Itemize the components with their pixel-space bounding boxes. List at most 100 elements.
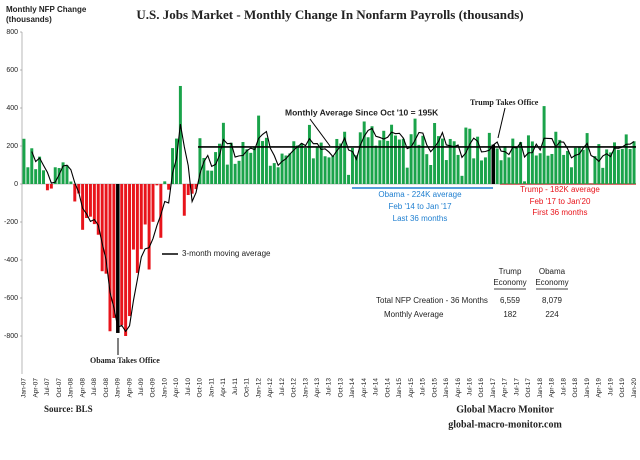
x-tick-label: Oct-09 <box>150 378 157 398</box>
x-tick-label: Apr-15 <box>408 378 415 398</box>
x-tick-label: Jan-10 <box>161 378 168 398</box>
bar <box>374 145 378 184</box>
bar <box>292 141 296 184</box>
x-tick-label: Apr-14 <box>361 378 368 398</box>
bar <box>550 153 554 184</box>
bar <box>405 167 409 184</box>
bar <box>245 149 249 184</box>
x-tick-label: Jan-20 <box>631 378 638 398</box>
table-cell: Monthly Average <box>384 310 444 319</box>
x-tick-label: Apr-18 <box>549 378 556 398</box>
arrow <box>497 107 506 139</box>
bar <box>288 153 292 184</box>
footer: global-macro-monitor.com <box>448 419 562 430</box>
bar <box>546 155 550 184</box>
bar <box>304 147 308 184</box>
bar <box>135 184 139 273</box>
bar <box>112 184 116 318</box>
bar <box>315 147 319 184</box>
bar <box>159 184 163 238</box>
bar <box>483 157 487 184</box>
x-tick-label: Apr-11 <box>220 378 227 397</box>
bar <box>272 163 276 184</box>
bar <box>147 184 151 270</box>
bar <box>319 142 323 184</box>
y-tick-label: 0 <box>14 181 18 188</box>
bar <box>229 142 233 184</box>
x-tick-label: Jul-18 <box>560 378 567 396</box>
table-header: Obama <box>539 267 566 276</box>
bar <box>476 136 480 184</box>
legend-label: 3-month moving average <box>182 249 271 258</box>
x-tick-label: Jul-15 <box>420 378 427 396</box>
x-tick-label: Jan-11 <box>208 378 215 398</box>
bar <box>30 148 34 184</box>
x-tick-label: Jul-09 <box>138 378 145 396</box>
bar <box>515 147 519 184</box>
bar <box>202 157 206 184</box>
bar <box>124 184 128 336</box>
table-header: Economy <box>535 278 568 287</box>
bar <box>280 153 284 184</box>
bar <box>401 138 405 184</box>
bar <box>589 183 593 185</box>
y-tick-label: 400 <box>6 105 18 112</box>
bar <box>554 131 558 184</box>
bar <box>45 184 49 191</box>
bar <box>61 162 65 184</box>
y-axis-label: (thousands) <box>6 15 52 24</box>
table-cell: 8,079 <box>542 296 563 305</box>
x-tick-label: Oct-18 <box>572 378 579 398</box>
bar <box>57 168 61 184</box>
bar <box>444 160 448 184</box>
bar <box>307 124 311 184</box>
bar <box>354 155 358 184</box>
bar <box>143 184 147 225</box>
bar <box>163 181 167 184</box>
bar <box>218 143 221 184</box>
bar <box>534 155 538 184</box>
bar <box>530 141 534 184</box>
bar <box>131 184 135 250</box>
bar <box>171 148 175 184</box>
bar <box>241 142 245 184</box>
bar <box>253 146 257 184</box>
x-tick-label: Oct-14 <box>384 378 391 398</box>
table-cell: Total NFP Creation - 36 Months <box>376 296 488 305</box>
x-tick-label: Jan-14 <box>349 378 356 398</box>
bar <box>264 137 268 184</box>
bar <box>116 184 120 333</box>
x-tick-label: Oct-15 <box>431 378 438 398</box>
bar <box>257 115 261 184</box>
bar <box>437 136 440 184</box>
bar <box>331 156 335 184</box>
x-tick-label: Apr-10 <box>173 378 180 398</box>
x-tick-label: Oct-17 <box>525 378 532 398</box>
x-tick-label: Jul-10 <box>185 378 192 396</box>
x-tick-label: Jan-13 <box>302 378 309 398</box>
x-tick-label: Apr-16 <box>455 378 462 398</box>
bar <box>366 137 370 184</box>
table-header: Economy <box>493 278 526 287</box>
bar <box>413 118 417 184</box>
bar <box>460 175 464 184</box>
bar <box>523 181 527 184</box>
y-axis-label: Monthly NFP Change <box>6 5 87 14</box>
bar <box>386 140 390 184</box>
bar <box>350 147 354 184</box>
bar <box>577 146 581 184</box>
bar <box>26 167 30 184</box>
bar <box>433 123 437 184</box>
bar <box>620 148 624 184</box>
obama-note: Obama - 224K average <box>378 190 462 199</box>
x-tick-label: Apr-13 <box>314 378 321 398</box>
bar <box>120 184 124 326</box>
bar <box>409 134 413 184</box>
bar <box>616 149 620 184</box>
bar <box>499 160 503 184</box>
bar <box>472 158 476 184</box>
table-cell: 6,559 <box>500 296 521 305</box>
bar <box>487 132 491 184</box>
bar <box>378 140 382 184</box>
bar <box>601 167 605 184</box>
